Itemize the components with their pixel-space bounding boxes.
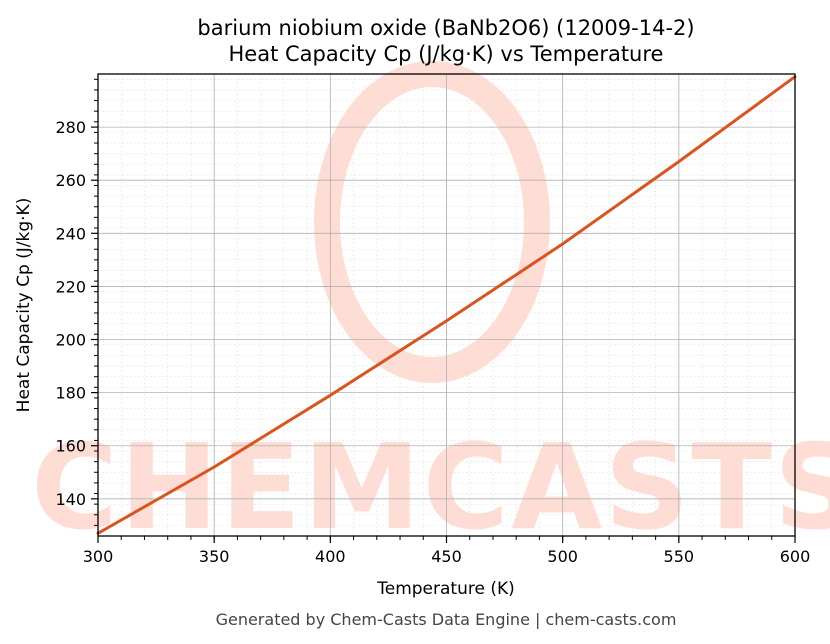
chart-subtitle: Heat Capacity Cp (J/kg·K) vs Temperature (229, 42, 664, 66)
y-axis-label: Heat Capacity Cp (J/kg·K) (14, 198, 34, 413)
x-tick-label: 400 (315, 547, 346, 566)
y-tick-label: 160 (55, 437, 86, 456)
footer-text: Generated by Chem-Casts Data Engine | ch… (216, 610, 677, 629)
x-tick-label: 450 (431, 547, 462, 566)
series-line (96, 75, 797, 535)
series-layer (96, 75, 797, 535)
x-tick-label: 500 (547, 547, 578, 566)
y-tick-label: 240 (55, 224, 86, 243)
chart-title: barium niobium oxide (BaNb2O6) (12009-14… (197, 16, 694, 40)
x-tick-label: 600 (780, 547, 811, 566)
x-axis-label: Temperature (K) (376, 579, 515, 599)
x-tick-label: 300 (83, 547, 114, 566)
y-tick-label: 180 (55, 384, 86, 403)
ticks: 300 350 400 450 500 550 600 140 160 180 200 220 240 2… (55, 78, 811, 566)
y-tick-label: 260 (55, 171, 86, 190)
y-tick-label: 140 (55, 490, 86, 509)
x-tick-label: 350 (199, 547, 230, 566)
y-tick-label: 280 (55, 118, 86, 137)
watermark-text: CHEMCASTS (31, 418, 830, 556)
x-tick-label: 550 (664, 547, 695, 566)
watermark: CHEMCASTS (31, 61, 830, 556)
y-tick-label: 220 (55, 277, 86, 296)
y-tick-label: 200 (55, 331, 86, 350)
watermark-logo (314, 61, 550, 383)
